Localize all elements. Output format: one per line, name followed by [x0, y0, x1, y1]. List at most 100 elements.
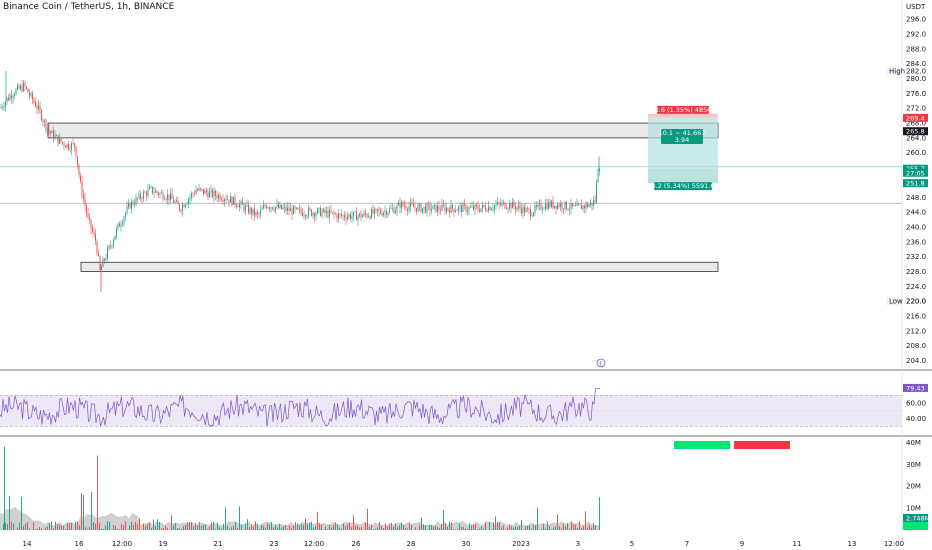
candle-body [213, 190, 215, 197]
candle-body [519, 205, 521, 209]
price-tag-bg [903, 179, 928, 188]
volume-bar [4, 446, 5, 530]
volume-bar [403, 524, 404, 530]
candle-body [149, 186, 150, 190]
volume-bar [479, 528, 480, 530]
price-tick-label: 240.0 [906, 223, 926, 231]
candle-body [222, 200, 224, 202]
candle-body [456, 210, 458, 211]
volume-bar [33, 522, 34, 530]
candle-body [143, 192, 144, 200]
time-tick-label: 26 [352, 540, 361, 548]
candle-body [563, 208, 564, 210]
candle-body [500, 203, 501, 205]
candle-body [158, 192, 159, 195]
volume-bar [131, 521, 132, 530]
volume-bar [435, 525, 436, 530]
volume-bar [367, 508, 368, 530]
volume-bar [387, 526, 388, 530]
candle-body [219, 194, 221, 200]
candle-body [27, 88, 29, 93]
volume-bar [59, 524, 60, 530]
candle-body [533, 212, 534, 216]
volume-bar [85, 527, 86, 530]
volume-bar [235, 521, 236, 530]
candle-body [290, 208, 291, 212]
candle-body [509, 203, 510, 209]
candle-body [306, 215, 308, 217]
volume-bar [263, 525, 264, 530]
volume-bar [343, 523, 344, 530]
candle-body [69, 148, 71, 150]
candle-body [254, 208, 255, 216]
volume-bar [329, 524, 330, 530]
volume-bar [545, 528, 546, 530]
volume-bar [137, 524, 138, 530]
volume-tick-label: 40M [906, 439, 921, 447]
volume-bar [521, 519, 522, 530]
volume-bar [441, 523, 442, 530]
volume-bar [353, 515, 354, 530]
volume-bar [87, 528, 88, 530]
price-axis[interactable]: 296.0 292.0 288.0 284.0 280.0 276.0 272.0 268.0… [886, 3, 926, 365]
volume-bar [151, 527, 152, 530]
volume-bar [411, 524, 412, 530]
time-tick-label: 7 [685, 540, 689, 548]
candle-body [288, 207, 290, 212]
volume-bar [481, 526, 482, 530]
candle-body [458, 206, 459, 211]
volume-bar [383, 528, 384, 530]
candle-body [203, 189, 204, 194]
candle-body [402, 202, 404, 206]
volume-bar [393, 526, 394, 530]
candle-body [339, 213, 341, 215]
legend-green-box [674, 441, 730, 449]
candle-body [524, 206, 525, 213]
volume-bar [299, 524, 300, 530]
time-tick-label: 9 [740, 540, 744, 548]
price-tick-label: 268.0 [906, 120, 926, 128]
candle-body [482, 205, 483, 209]
candle-body [44, 120, 45, 122]
candle-body [543, 208, 545, 210]
candle-body [53, 130, 54, 139]
volume-bar [373, 529, 374, 530]
volume-bar [115, 525, 116, 530]
candle-body [527, 208, 528, 209]
volume-bar [143, 523, 144, 530]
candle-body [291, 208, 293, 215]
candle-body [356, 211, 357, 221]
volume-bar [433, 526, 434, 530]
volume-bar [535, 525, 536, 530]
candle-body [116, 228, 117, 236]
price-tick-label: 232.0 [906, 253, 926, 261]
candle-body [360, 213, 362, 218]
volume-bar [555, 526, 556, 530]
candle-body [407, 209, 408, 211]
candle-body [8, 98, 9, 101]
candle-body [354, 211, 356, 213]
candle-body [486, 210, 488, 212]
volume-bar [69, 522, 70, 530]
price-tick-label: 228.0 [906, 268, 926, 276]
candle-body [285, 206, 287, 211]
volume-bar [561, 528, 562, 530]
volume-bar [415, 527, 416, 530]
candle-body [179, 204, 180, 211]
candle-body [5, 102, 6, 108]
volume-bar [155, 526, 156, 530]
candle-body [578, 203, 579, 205]
candle-body [404, 205, 405, 207]
candle-body [153, 192, 155, 194]
volume-bar [307, 524, 308, 530]
volume-bar [117, 528, 118, 530]
candle-body [159, 192, 161, 195]
volume-bar [113, 525, 114, 530]
rsi-line [0, 387, 600, 428]
time-axis[interactable]: 14 16 12:00 19 21 23 12:00 26 28 30 2023 3 5 7 9 11 13 12… [23, 540, 905, 548]
volume-bar [267, 523, 268, 530]
volume-tick-label: 30M [906, 461, 921, 469]
